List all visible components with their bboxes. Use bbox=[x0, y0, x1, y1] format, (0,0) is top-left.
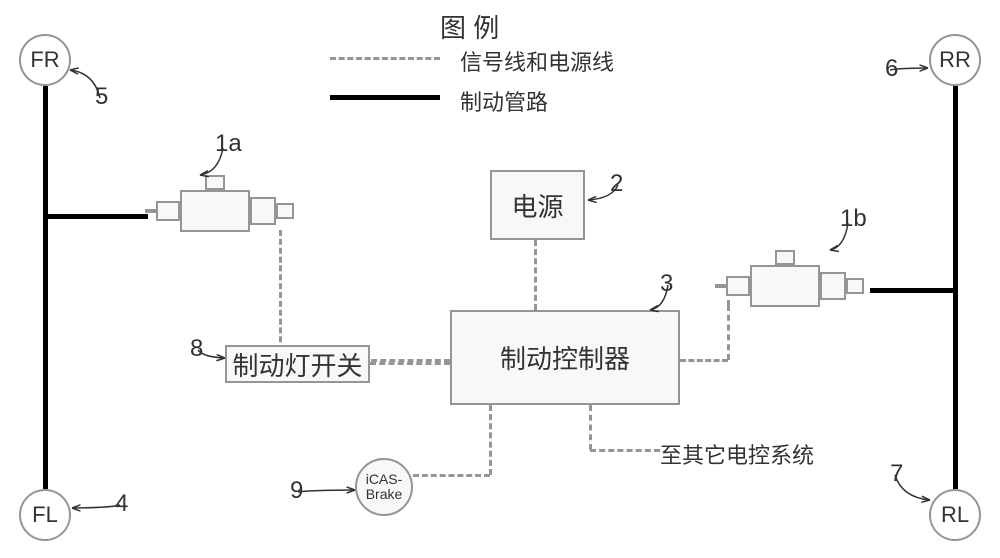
box-brakesw: 制动灯开关 bbox=[225, 345, 370, 383]
legend-label: 信号线和电源线 bbox=[460, 45, 614, 77]
label-other-ecu: 至其它电控系统 bbox=[660, 438, 814, 470]
legend-label: 制动管路 bbox=[460, 85, 548, 117]
